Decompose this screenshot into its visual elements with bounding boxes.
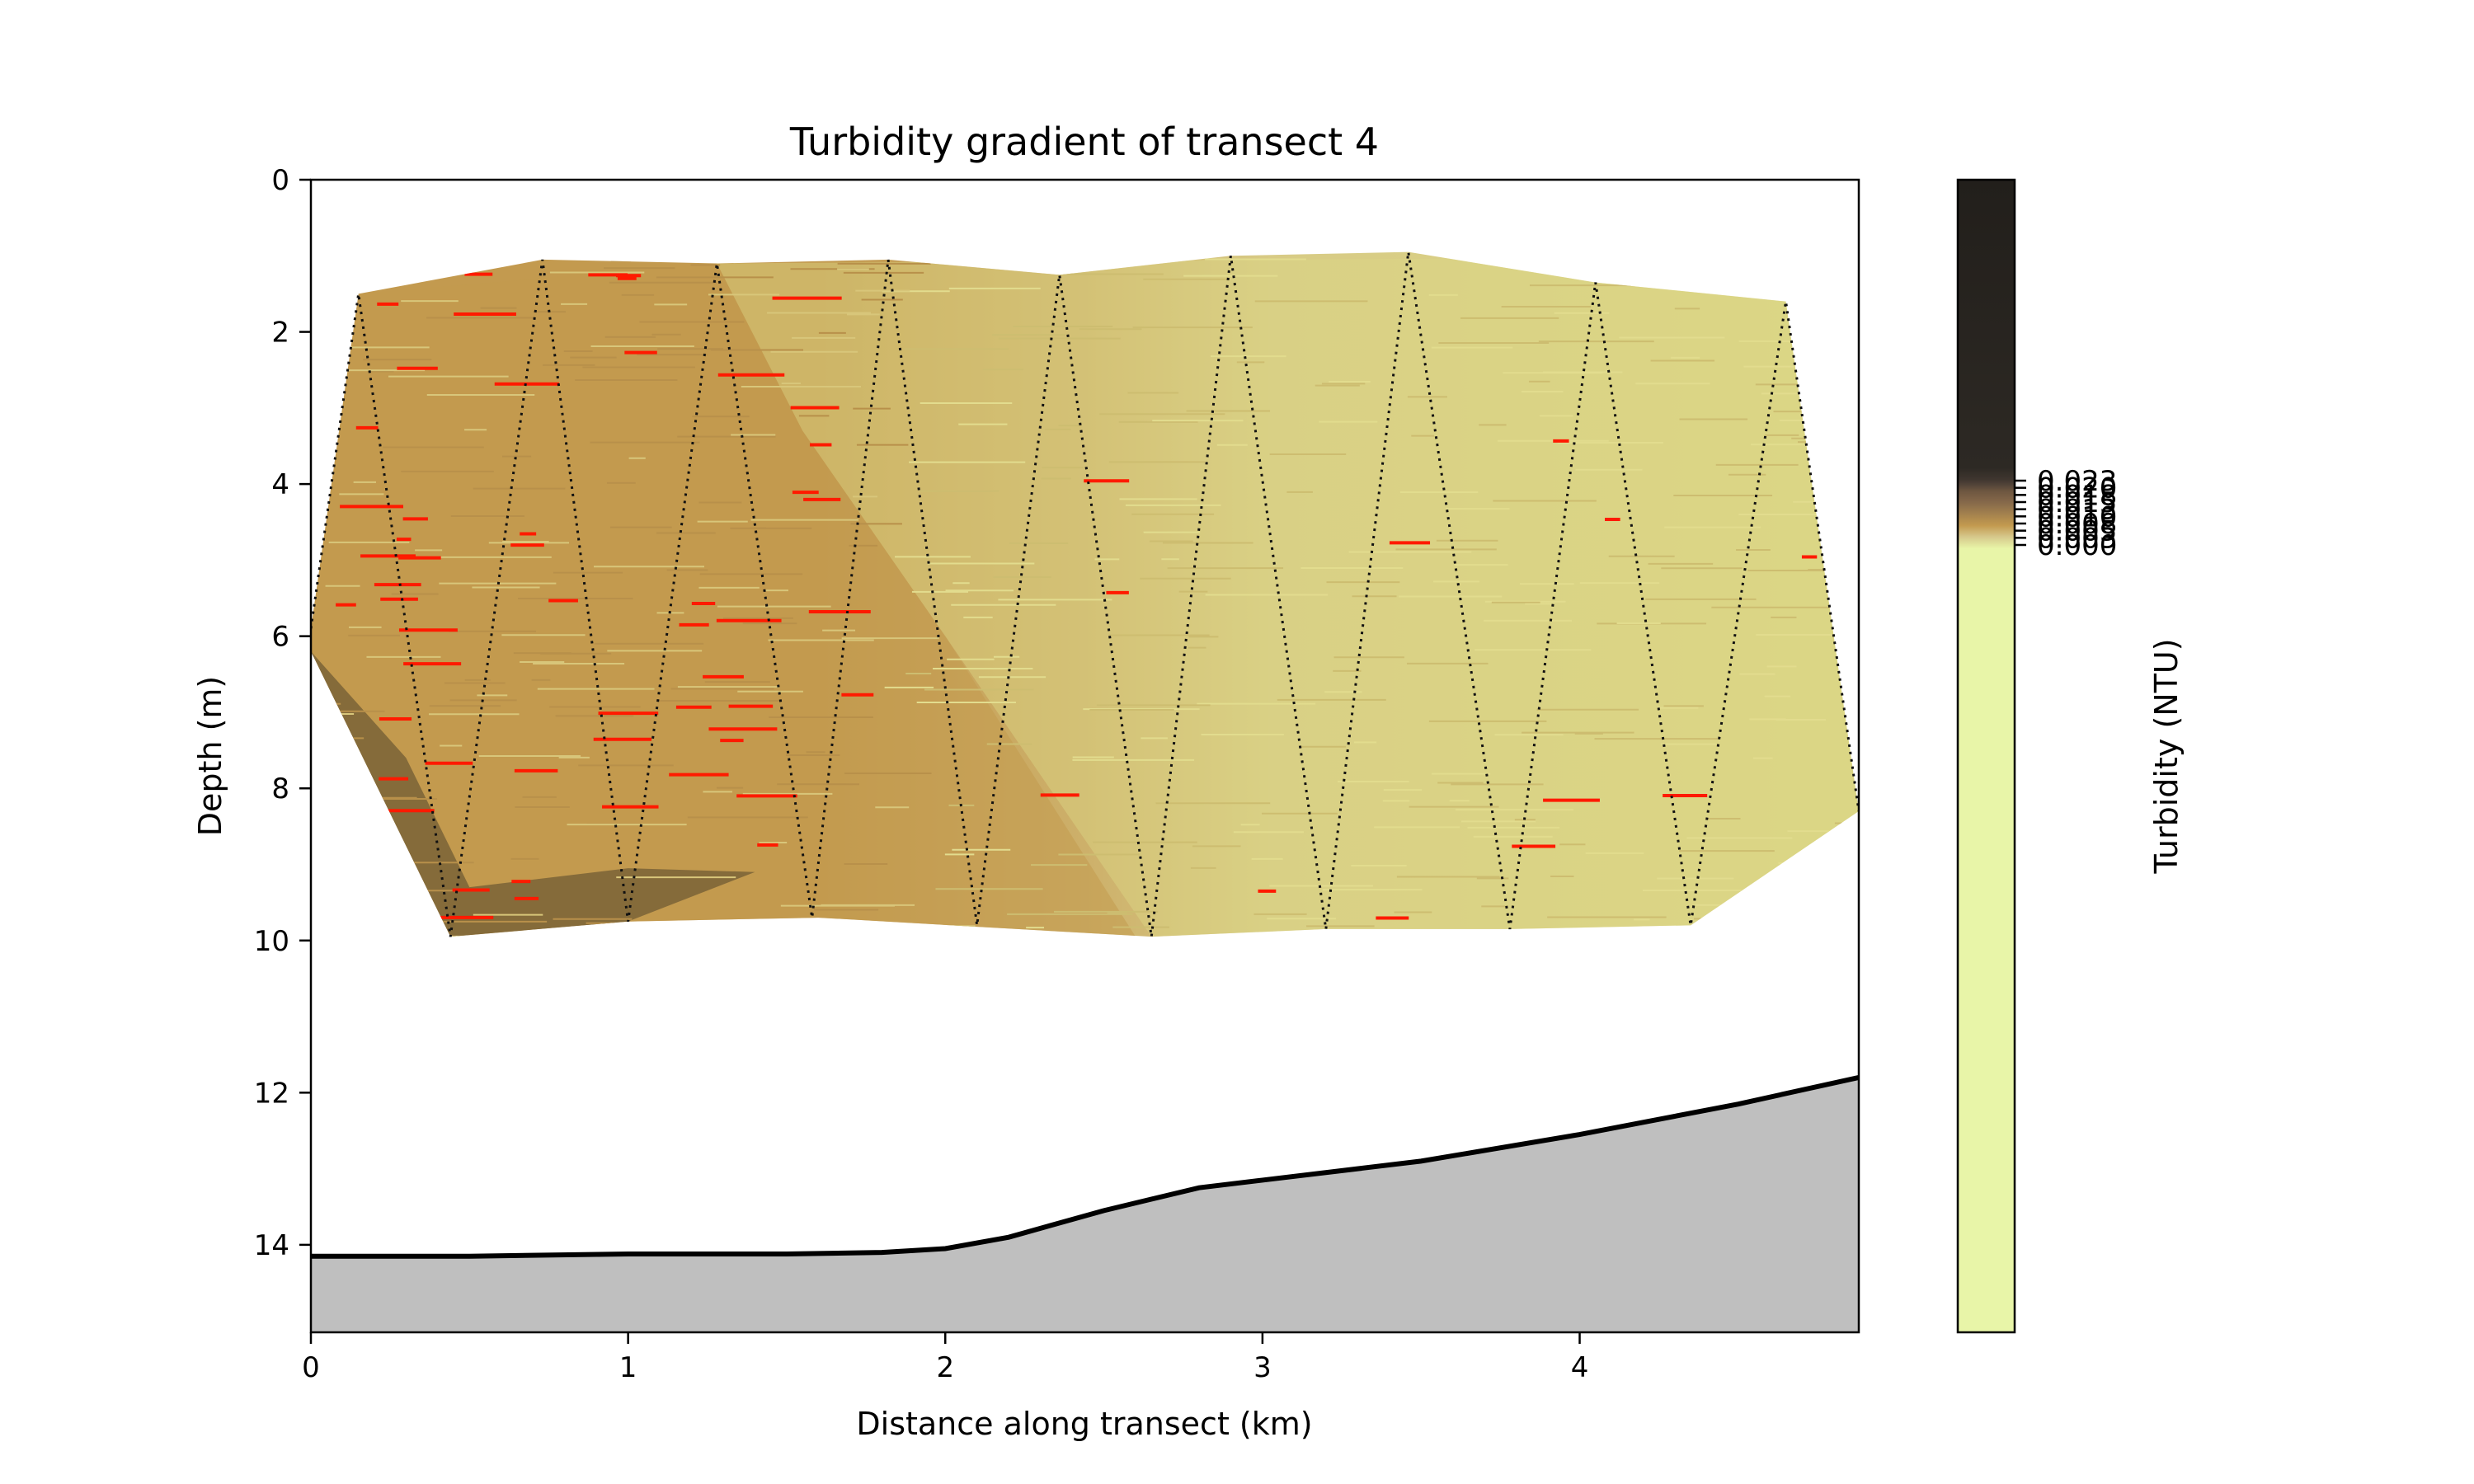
plot-frame <box>309 178 1860 1334</box>
colorbar-tick-label: 0.003 <box>2037 522 2117 555</box>
colorbar-tick-label: 0.013 <box>2037 494 2117 527</box>
y-tick-label: 2 <box>271 317 289 350</box>
chart-title: Turbidity gradient of transect 4 <box>789 120 1379 164</box>
x-tick-label: 3 <box>1253 1351 1272 1384</box>
colorbar-label: Turbidity (NTU) <box>2148 638 2185 874</box>
x-axis-label: Distance along transect (km) <box>856 1406 1312 1442</box>
y-tick-label: 14 <box>254 1229 289 1262</box>
seabed-line <box>311 1074 1859 1259</box>
y-axis-ticks: 0 2 4 6 8 10 12 14 <box>254 164 311 1262</box>
colorbar-tick-label: 0.015 <box>2037 486 2117 519</box>
colorbar-tick-label: 0.023 <box>2037 465 2117 498</box>
x-axis-ticks: 0 1 2 3 4 <box>302 1332 1588 1384</box>
x-tick-label: 2 <box>936 1351 954 1384</box>
seabed-fill <box>311 1077 1859 1332</box>
y-axis-label: Depth (m) <box>192 676 228 837</box>
x-tick-label: 0 <box>302 1351 320 1384</box>
colorbar-tick-label: 0.010 <box>2037 500 2117 533</box>
profile-path <box>311 251 1859 937</box>
x-tick-label: 4 <box>1571 1351 1589 1384</box>
y-tick-label: 4 <box>271 468 289 501</box>
y-tick-label: 8 <box>271 773 289 805</box>
y-tick-label: 0 <box>271 164 289 197</box>
plot-area <box>311 251 1859 1332</box>
zone-brown-west <box>311 263 1136 937</box>
colorbar-tick-label: 0.020 <box>2037 472 2117 505</box>
colorbar-ticks: 0.0000.0030.0050.0080.0100.0130.0150.018… <box>2015 465 2117 562</box>
colorbar-tick-label: 0.018 <box>2037 479 2117 512</box>
y-tick-label: 6 <box>271 621 289 654</box>
y-tick-label: 10 <box>254 925 289 958</box>
zone-pale-east <box>717 256 1859 937</box>
colorbar-tick-label: 0.008 <box>2037 508 2117 541</box>
colorbar-tick-label: 0.000 <box>2037 529 2117 562</box>
x-tick-label: 1 <box>619 1351 637 1384</box>
colorbar-tick-label: 0.005 <box>2037 515 2117 548</box>
colorbar <box>1956 178 2016 1334</box>
y-tick-label: 12 <box>254 1077 289 1110</box>
